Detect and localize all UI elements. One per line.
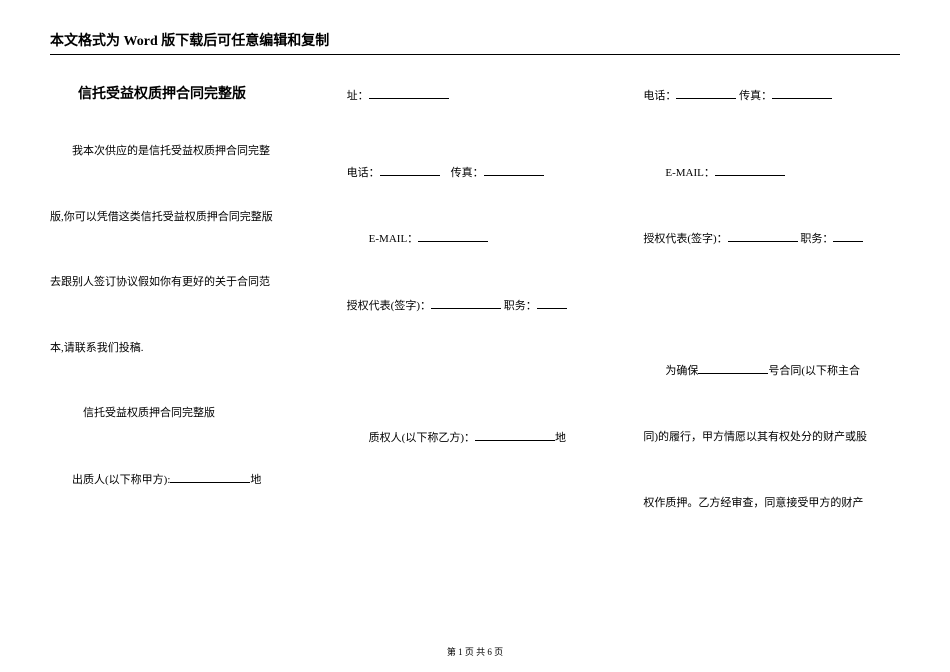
- pledgor-row: 出质人(以下称甲方): 地: [50, 471, 307, 490]
- column-1: 信托受益权质押合同完整版 我本次供应的是信托受益权质押合同完整 版,你可以凭借这…: [50, 83, 307, 560]
- pledgor-label: 出质人(以下称甲方):: [72, 474, 170, 486]
- tel-blank-2[interactable]: [676, 87, 736, 99]
- fax-blank-1[interactable]: [484, 164, 544, 176]
- email-blank-1[interactable]: [418, 230, 488, 242]
- guarantee-blank[interactable]: [698, 362, 768, 374]
- doc-title: 信托受益权质押合同完整版: [50, 83, 307, 103]
- page-total: 6: [487, 647, 492, 657]
- auth-row-1: 授权代表(签字)： 职务：: [347, 297, 604, 316]
- tel-label-2: 电话：: [643, 90, 676, 102]
- tel-blank-1[interactable]: [380, 164, 440, 176]
- fax-blank-2[interactable]: [772, 87, 832, 99]
- pledgor-blank[interactable]: [170, 471, 250, 483]
- auth-blank-2[interactable]: [728, 230, 798, 242]
- role-blank-1[interactable]: [537, 297, 567, 309]
- auth-row-2: 授权代表(签字)： 职务：: [643, 230, 900, 249]
- auth-label-1: 授权代表(签字)：: [347, 300, 431, 312]
- email-label-2: E-MAIL：: [665, 167, 715, 179]
- doc-subtitle: 信托受益权质押合同完整版: [50, 405, 307, 423]
- email-blank-2[interactable]: [715, 164, 785, 176]
- auth-blank-1[interactable]: [431, 297, 501, 309]
- intro-line-4: 本,请联系我们投稿.: [50, 340, 307, 358]
- column-2: 址： 电话： 传真： E-MAIL： 授权代表(签字)： 职务： 质权人(以下称…: [347, 83, 604, 560]
- guarantee-suffix: 号合同(以下称主合: [768, 365, 860, 377]
- pledgor-suffix: 地: [250, 474, 261, 486]
- role-blank-2[interactable]: [833, 230, 863, 242]
- guarantee-prefix: 为确保: [665, 365, 698, 377]
- tel-label-1: 电话：: [347, 167, 380, 179]
- addr-row: 址：: [347, 87, 604, 106]
- role-label-1: 职务：: [504, 300, 537, 312]
- fax-label-1: 传真：: [451, 167, 484, 179]
- pledgee-suffix: 地: [555, 432, 566, 444]
- intro-line-3: 去跟别人签订协议假如你有更好的关于合同范: [50, 274, 307, 292]
- intro-line-1: 我本次供应的是信托受益权质押合同完整: [50, 143, 307, 161]
- body-line-1: 同)的履行，甲方情愿以其有权处分的财产或股: [643, 429, 900, 447]
- guarantee-row: 为确保 号合同(以下称主合: [643, 362, 900, 381]
- column-3: 电话： 传真： E-MAIL： 授权代表(签字)： 职务： 为确保 号合同(以下称…: [643, 83, 900, 560]
- page-current: 1: [458, 647, 463, 657]
- email-label-1: E-MAIL：: [369, 233, 419, 245]
- tel-fax-row-1: 电话： 传真：: [347, 164, 604, 183]
- spacer-1: [347, 363, 604, 381]
- role-label-2: 职务：: [800, 233, 833, 245]
- email-row-1: E-MAIL：: [347, 230, 604, 249]
- page-footer: 第 1 页 共 6 页: [0, 645, 950, 658]
- addr-blank[interactable]: [369, 87, 449, 99]
- header-note: 本文格式为 Word 版下载后可任意编辑和复制: [50, 30, 900, 55]
- body-line-2: 权作质押。乙方经审查，同意接受甲方的财产: [643, 495, 900, 513]
- auth-label-2: 授权代表(签字)：: [643, 233, 727, 245]
- intro-line-2: 版,你可以凭借这类信托受益权质押合同完整版: [50, 209, 307, 227]
- email-row-2: E-MAIL：: [643, 164, 900, 183]
- tel-fax-row-2: 电话： 传真：: [643, 87, 900, 106]
- pledgee-label: 质权人(以下称乙方)：: [369, 432, 475, 444]
- pledgee-blank[interactable]: [475, 429, 555, 441]
- column-container: 信托受益权质押合同完整版 我本次供应的是信托受益权质押合同完整 版,你可以凭借这…: [50, 83, 900, 560]
- addr-label: 址：: [347, 90, 369, 102]
- pledgee-row: 质权人(以下称乙方)： 地: [347, 429, 604, 448]
- spacer-2: [643, 297, 900, 315]
- fax-label-2: 传真：: [739, 90, 772, 102]
